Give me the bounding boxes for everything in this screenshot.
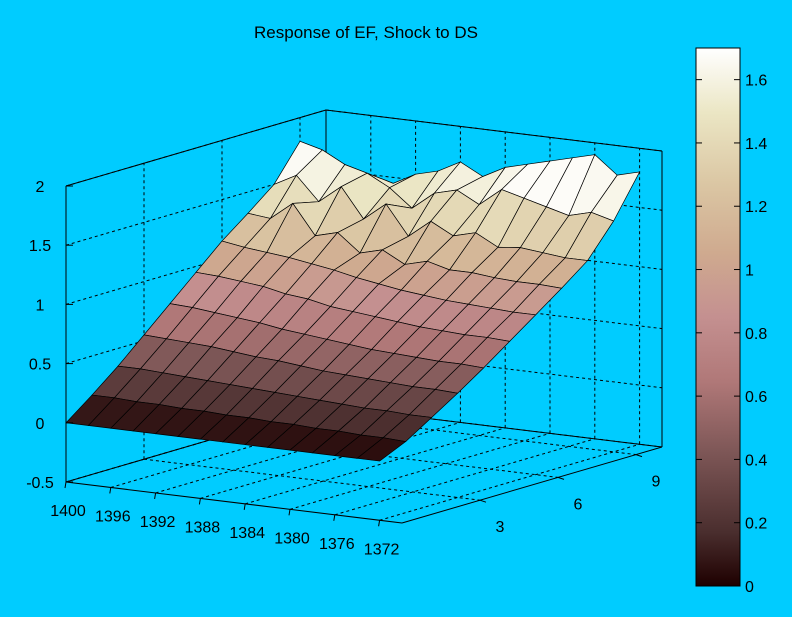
box-edge	[65, 481, 403, 524]
x-tick-mark	[198, 498, 201, 505]
x-tick-mark	[288, 509, 291, 516]
colorbar-tick-label: 1.6	[745, 73, 767, 90]
colorbar-tick-label: 0	[745, 579, 754, 596]
x-tick-label: 1372	[364, 541, 400, 558]
chart-title: Response of EF, Shock to DS	[254, 23, 478, 42]
colorbar-tick-label: 0.8	[745, 326, 767, 343]
axes-front-edges	[65, 446, 663, 524]
surface-patch	[356, 437, 407, 462]
x-tick-label: 1376	[319, 536, 355, 553]
x-tick-label: 1388	[185, 519, 221, 536]
colorbar-tick-label: 0.2	[745, 516, 767, 533]
y-tick-label: 6	[574, 496, 583, 513]
colorbar-gradient	[695, 47, 741, 587]
x-tick-label: 1400	[50, 503, 86, 520]
y-tick-mark	[557, 476, 565, 480]
z-tick-label: -0.5	[26, 475, 54, 492]
box-edge	[65, 109, 327, 187]
x-tick-label: 1384	[229, 525, 265, 542]
z-tick-label: 2	[36, 179, 45, 196]
x-tick-mark	[243, 503, 246, 510]
x-tick-mark	[64, 481, 67, 489]
colorbar-tick-label: 0.4	[745, 452, 767, 469]
x-tick-mark	[333, 514, 336, 521]
colorbar-tick-label: 1.2	[745, 199, 767, 216]
y-tick-mark	[479, 499, 487, 503]
grid-line	[325, 109, 663, 152]
x-tick-label: 1380	[274, 530, 310, 547]
x-tick-label: 1396	[95, 508, 131, 525]
y-tick-label: 3	[496, 519, 505, 536]
colorbar: 0 0.2 0.4 0.6 0.8 1 1.2 1.4 1.6	[695, 47, 767, 596]
z-tick-label: 1.5	[29, 238, 51, 255]
colorbar-ticks: 0 0.2 0.4 0.6 0.8 1 1.2 1.4 1.6	[696, 73, 767, 596]
axis-ticks: -0.5 0 0.5 1 1.5 2 1400 1396 1392 1388 1384 1380 137…	[26, 179, 660, 558]
surface-mesh	[65, 140, 641, 462]
x-tick-mark	[154, 492, 157, 500]
z-tick-label: 0.5	[29, 357, 51, 374]
colorbar-tick-label: 1	[745, 263, 754, 280]
box-edge	[401, 446, 663, 524]
colorbar-tick-label: 0.6	[745, 389, 767, 406]
y-tick-label: 9	[652, 474, 661, 491]
x-tick-label: 1392	[140, 514, 176, 531]
z-tick-label: 0	[36, 416, 45, 433]
x-tick-mark	[378, 520, 381, 527]
x-tick-mark	[109, 487, 112, 494]
y-tick-mark	[635, 454, 643, 458]
grid-line	[143, 458, 481, 501]
colorbar-tick-label: 1.4	[745, 136, 767, 153]
z-tick-label: 1	[36, 297, 45, 314]
